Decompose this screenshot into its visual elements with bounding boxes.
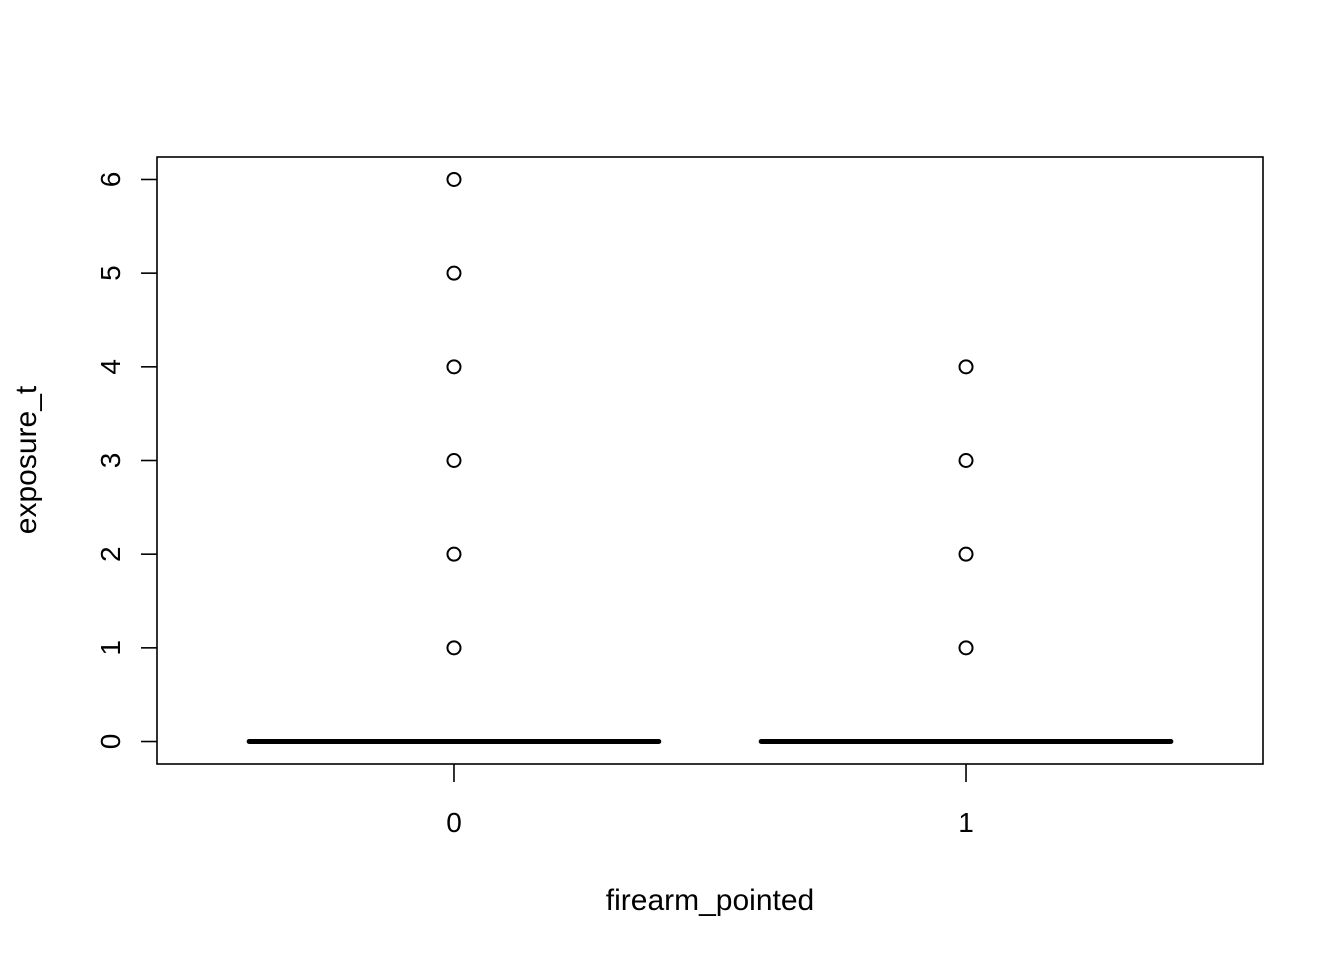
- y-axis-title: exposure_t: [10, 385, 43, 534]
- x-tick-label-1: 1: [958, 807, 974, 838]
- outlier-point: [446, 171, 462, 187]
- outlier-point: [446, 640, 462, 656]
- y-tick-label-4: 4: [95, 359, 126, 375]
- outlier-point: [446, 265, 462, 281]
- y-tick-label-3: 3: [95, 453, 126, 469]
- y-tick-label-5: 5: [95, 265, 126, 281]
- y-tick-label-1: 1: [95, 640, 126, 656]
- y-tick-label-2: 2: [95, 546, 126, 562]
- y-tick-label-6: 6: [95, 172, 126, 188]
- y-axis: 0 1 2 3 4 5 6: [95, 172, 157, 750]
- outlier-point: [446, 453, 462, 468]
- boxes: [246, 171, 1174, 745]
- x-tick-label-0: 0: [446, 807, 462, 838]
- outlier-point: [958, 546, 974, 562]
- x-axis-title: firearm_pointed: [606, 884, 814, 917]
- y-tick-label-0: 0: [95, 734, 126, 750]
- box-1: [758, 359, 1174, 745]
- plot-frame: [156, 156, 1264, 765]
- outlier-point: [446, 359, 462, 375]
- box-0: [246, 171, 662, 745]
- outlier-point: [958, 359, 974, 375]
- outlier-point: [958, 453, 974, 468]
- outlier-point: [958, 640, 974, 656]
- outlier-point: [446, 546, 462, 562]
